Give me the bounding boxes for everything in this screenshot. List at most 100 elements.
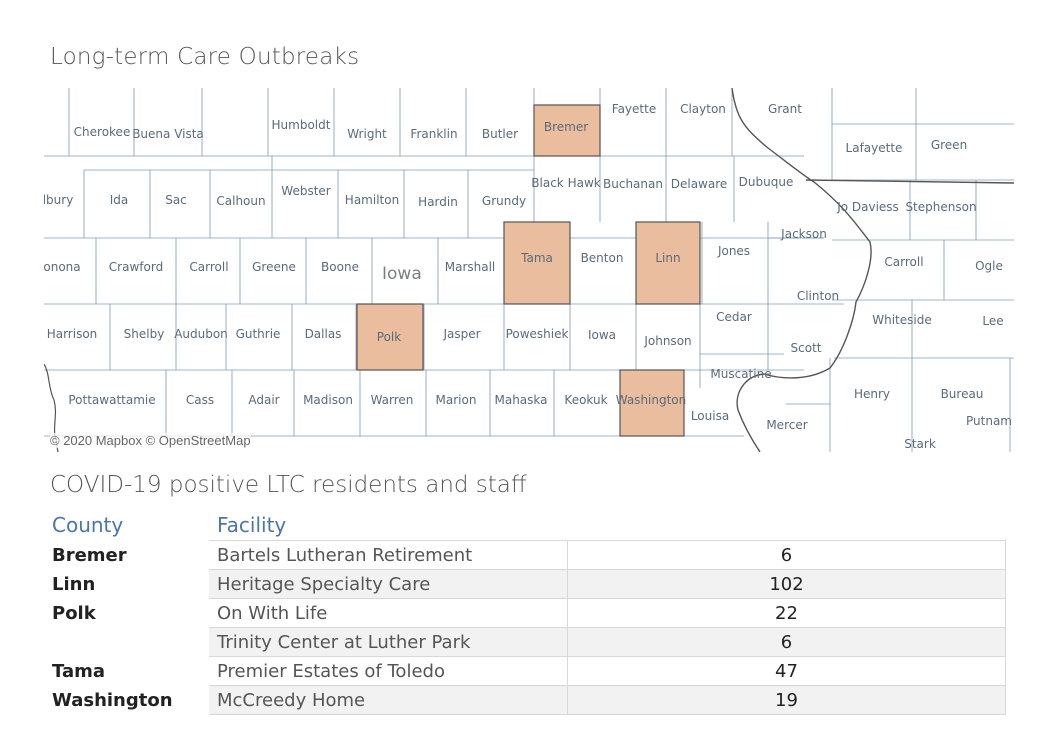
county-label-shelby: Shelby	[124, 327, 165, 341]
county-label-franklin: Franklin	[410, 127, 457, 141]
count-cell: 47	[567, 656, 1006, 686]
county-label-hardin: Hardin	[418, 195, 458, 209]
county-label-marion: Marion	[436, 393, 477, 407]
county-label-stephenson: Stephenson	[905, 200, 976, 214]
county-cell: Washington	[52, 689, 173, 711]
county-label-lafayette: Lafayette	[846, 141, 903, 155]
table-row[interactable]: Linn Heritage Specialty Care 102	[44, 569, 1006, 599]
county-label-butler: Butler	[482, 127, 518, 141]
count-column-header	[568, 510, 1006, 541]
county-label-clinton: Clinton	[797, 289, 839, 303]
count-cell: 6	[567, 540, 1006, 570]
county-label-dallas: Dallas	[305, 327, 342, 341]
county-label-carroll: Carroll	[884, 255, 923, 269]
county-cell: Tama	[52, 660, 106, 682]
county-column-header[interactable]: County	[52, 513, 124, 538]
county-label-webster: Webster	[281, 184, 331, 198]
county-label-adair: Adair	[248, 393, 279, 407]
highlight-tama[interactable]	[503, 221, 571, 305]
county-label-whiteside: Whiteside	[872, 313, 931, 327]
county-label-keokuk: Keokuk	[564, 393, 607, 407]
county-label-green: Green	[931, 138, 967, 152]
county-label-pottawattamie: Pottawattamie	[68, 393, 155, 407]
county-label-fayette: Fayette	[612, 102, 656, 116]
table-row[interactable]: Washington McCreedy Home 19	[44, 685, 1006, 715]
outbreak-counties	[356, 104, 701, 437]
table-row[interactable]: Polk On With Life 22	[44, 598, 1006, 628]
map-canvas[interactable]: Cherokee Buena Vista Humboldt Wright Frankli…	[44, 88, 1014, 452]
county-label-henry: Henry	[854, 387, 890, 401]
county-label-putnam: Putnam	[966, 414, 1012, 428]
county-label-greene: Greene	[252, 260, 296, 274]
table-row[interactable]: Trinity Center at Luther Park 6	[44, 627, 1006, 657]
county-label-buena-vista: Buena Vista	[132, 127, 204, 141]
county-label-stark: Stark	[904, 437, 936, 451]
county-label-hamilton: Hamilton	[345, 193, 399, 207]
county-label-ida: Ida	[110, 193, 129, 207]
county-label-muscatine: Muscatine	[710, 367, 771, 381]
county-label-audubon: Audubon	[174, 327, 228, 341]
county-label-jones: Jones	[717, 244, 750, 258]
count-cell: 102	[567, 569, 1006, 599]
county-label-black-hawk: Black Hawk	[531, 176, 600, 190]
county-label-scott: Scott	[791, 341, 822, 355]
county-label-mahaska: Mahaska	[494, 393, 547, 407]
facility-column-header[interactable]: Facility	[217, 513, 287, 537]
county-label-dubuque: Dubuque	[739, 175, 794, 189]
county-label-grant: Grant	[768, 102, 802, 116]
highlight-polk[interactable]	[356, 303, 424, 371]
highlight-bremer[interactable]	[533, 104, 601, 157]
county-label-marshall: Marshall	[445, 260, 496, 274]
county-label-guthrie: Guthrie	[236, 327, 281, 341]
county-label-humboldt: Humboldt	[272, 118, 331, 132]
county-label-louisa: Louisa	[691, 409, 729, 423]
county-label-bureau: Bureau	[941, 387, 984, 401]
county-label-iowa: Iowa	[588, 328, 616, 342]
map-title: Long-term Care Outbreaks	[50, 44, 360, 70]
county-label-bremer: Bremer	[544, 120, 588, 134]
county-label-onona: onona	[44, 260, 81, 274]
county-label-lbury: lbury	[44, 193, 73, 207]
county-label-cherokee: Cherokee	[74, 125, 131, 139]
outbreak-table: County Facility Bremer Bartels Lutheran …	[44, 510, 1006, 715]
table-row[interactable]: Bremer Bartels Lutheran Retirement 6	[44, 540, 1006, 570]
county-label-crawford: Crawford	[109, 260, 163, 274]
county-labels: Cherokee Buena Vista Humboldt Wright Frankli…	[44, 102, 1012, 451]
county-label-jo-daviess: Jo Daviess	[836, 200, 899, 214]
state-label: Iowa	[382, 264, 422, 284]
county-label-jasper: Jasper	[442, 327, 480, 341]
county-label-cass: Cass	[186, 393, 214, 407]
county-label-harrison: Harrison	[47, 327, 98, 341]
county-label-boone: Boone	[321, 260, 359, 274]
table-header-row: County Facility	[44, 510, 1006, 541]
facility-cell: On With Life	[209, 598, 568, 628]
county-label-mercer: Mercer	[766, 418, 807, 432]
facility-cell: Premier Estates of Toledo	[209, 656, 568, 686]
county-label-madison: Madison	[303, 393, 353, 407]
facility-cell: Bartels Lutheran Retirement	[209, 540, 568, 570]
county-map[interactable]: Cherokee Buena Vista Humboldt Wright Frankli…	[44, 88, 1014, 452]
county-cell: Bremer	[52, 544, 127, 566]
highlight-linn[interactable]	[635, 221, 701, 305]
highlight-washington[interactable]	[619, 369, 685, 437]
county-label-poweshiek: Poweshiek	[506, 327, 569, 341]
count-cell: 22	[567, 598, 1006, 628]
state-border	[731, 88, 872, 452]
county-label-buchanan: Buchanan	[603, 177, 663, 191]
county-label-johnson: Johnson	[643, 334, 691, 348]
county-label-ogle: Ogle	[975, 259, 1003, 273]
table-row[interactable]: Tama Premier Estates of Toledo 47	[44, 656, 1006, 686]
facility-cell: Heritage Specialty Care	[209, 569, 568, 599]
county-label-washington: Washington	[616, 393, 687, 407]
table-title: COVID-19 positive LTC residents and staf…	[50, 472, 527, 498]
county-label-polk: Polk	[377, 330, 401, 344]
county-label-wright: Wright	[347, 127, 387, 141]
county-label-tama: Tama	[520, 251, 553, 265]
county-label-clayton: Clayton	[680, 102, 726, 116]
county-label-lee: Lee	[982, 314, 1003, 328]
county-cell: Polk	[52, 602, 96, 624]
county-label-grundy: Grundy	[482, 194, 526, 208]
county-label-cedar: Cedar	[716, 310, 752, 324]
map-attribution[interactable]: © 2020 Mapbox © OpenStreetMap	[50, 433, 251, 448]
facility-cell: Trinity Center at Luther Park	[209, 627, 568, 657]
